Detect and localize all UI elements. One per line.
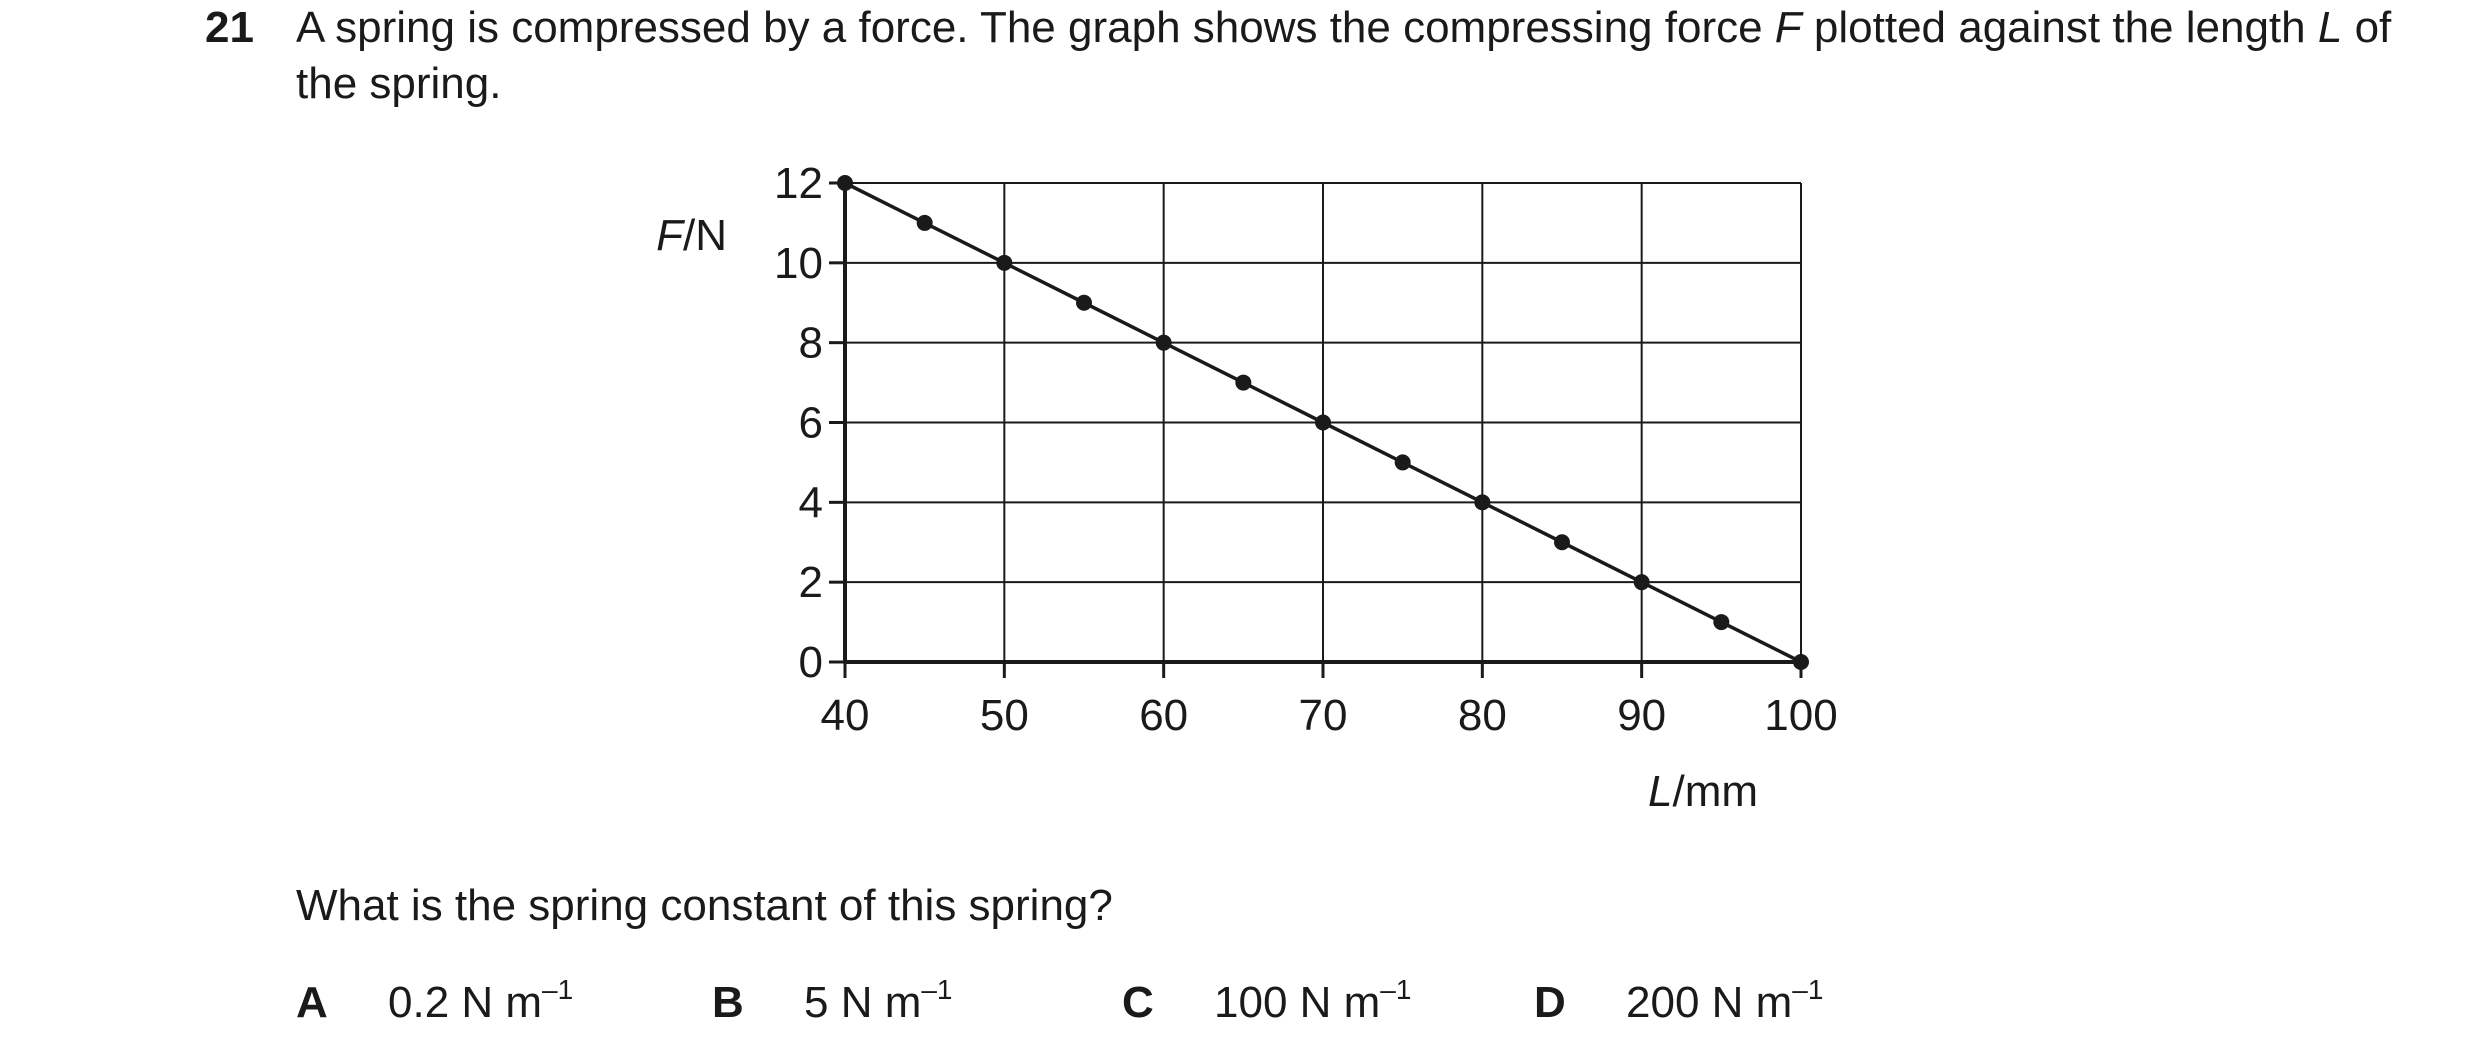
x-tick-label: 60 (1139, 691, 1188, 740)
y-axis-separator: / (683, 211, 696, 260)
question-prompt: What is the spring constant of this spri… (296, 881, 1113, 930)
data-point (837, 175, 853, 191)
y-tick-label: 2 (799, 558, 823, 607)
chart-axis-labels: F/NL/mm (656, 211, 1758, 816)
data-point (1394, 454, 1411, 471)
y-tick-label: 6 (799, 399, 823, 448)
data-point (1474, 494, 1491, 511)
data-point (1155, 334, 1172, 351)
option-d[interactable]: D 200 N m–1 (1534, 975, 1823, 1031)
option-c-value: 100 N m–1 (1214, 975, 1411, 1031)
x-tick-label: 90 (1617, 691, 1666, 740)
data-point (1315, 414, 1331, 431)
data-point (1235, 374, 1252, 391)
option-c-letter: C (1122, 978, 1154, 1027)
y-tick-label: 8 (799, 319, 823, 368)
stem-text-1: A spring is compressed by a force. The g… (296, 3, 1775, 52)
question-number: 21 (205, 3, 254, 52)
x-axis-separator: / (1672, 767, 1685, 816)
x-tick-label: 70 (1299, 691, 1348, 740)
data-point (1554, 534, 1570, 551)
option-d-unit: 200 N m (1626, 978, 1793, 1027)
y-axis-variable: F (656, 211, 685, 260)
option-a-exponent: –1 (542, 974, 574, 1005)
x-axis-variable: L (1648, 767, 1672, 816)
data-point (1793, 654, 1809, 670)
chart-series (837, 175, 1809, 670)
option-b-exponent: –1 (921, 974, 953, 1005)
option-a-unit: 0.2 N m (388, 978, 543, 1027)
data-point (1633, 574, 1650, 591)
x-axis-unit: mm (1685, 767, 1758, 816)
option-c-unit: 100 N m (1214, 978, 1381, 1027)
option-c-exponent: –1 (1380, 974, 1412, 1005)
option-c[interactable]: C 100 N m–1 (1122, 975, 1411, 1031)
option-a[interactable]: A 0.2 N m–1 (296, 975, 573, 1031)
data-point (996, 254, 1013, 271)
chart-ticks: 0 2 4 6 8 10 12 40 50 60 70 80 90 100 (774, 159, 1838, 740)
stem-text-3: of the spring. (296, 3, 2392, 108)
option-b-letter: B (712, 978, 744, 1027)
stem-text-2: plotted against the length (1801, 3, 2318, 52)
x-tick-label: 40 (821, 691, 870, 740)
option-d-exponent: –1 (1792, 974, 1824, 1005)
option-d-value: 200 N m–1 (1626, 975, 1823, 1031)
x-axis-label: L/mm (1648, 767, 1758, 816)
stem-variable-f: F (1774, 3, 1802, 52)
option-b-unit: 5 N m (804, 978, 922, 1027)
data-point (1713, 614, 1730, 631)
option-b-value: 5 N m–1 (804, 975, 953, 1031)
option-a-value: 0.2 N m–1 (388, 975, 573, 1031)
question-stem: A spring is compressed by a force. The g… (296, 0, 2416, 112)
option-d-letter: D (1534, 978, 1566, 1027)
option-a-letter: A (296, 978, 328, 1027)
y-tick-label: 0 (799, 638, 823, 687)
y-tick-label: 10 (774, 239, 823, 288)
y-tick-label: 4 (799, 478, 823, 527)
data-point (1076, 294, 1092, 311)
data-point (916, 214, 933, 231)
y-axis-label: F/N (656, 211, 727, 260)
y-axis-unit: N (695, 211, 727, 260)
stem-variable-l: L (2317, 3, 2343, 52)
x-tick-label: 100 (1764, 691, 1837, 740)
x-tick-label: 80 (1458, 691, 1507, 740)
x-tick-label: 50 (980, 691, 1029, 740)
y-tick-label: 12 (774, 159, 823, 208)
option-b[interactable]: B 5 N m–1 (712, 975, 953, 1031)
